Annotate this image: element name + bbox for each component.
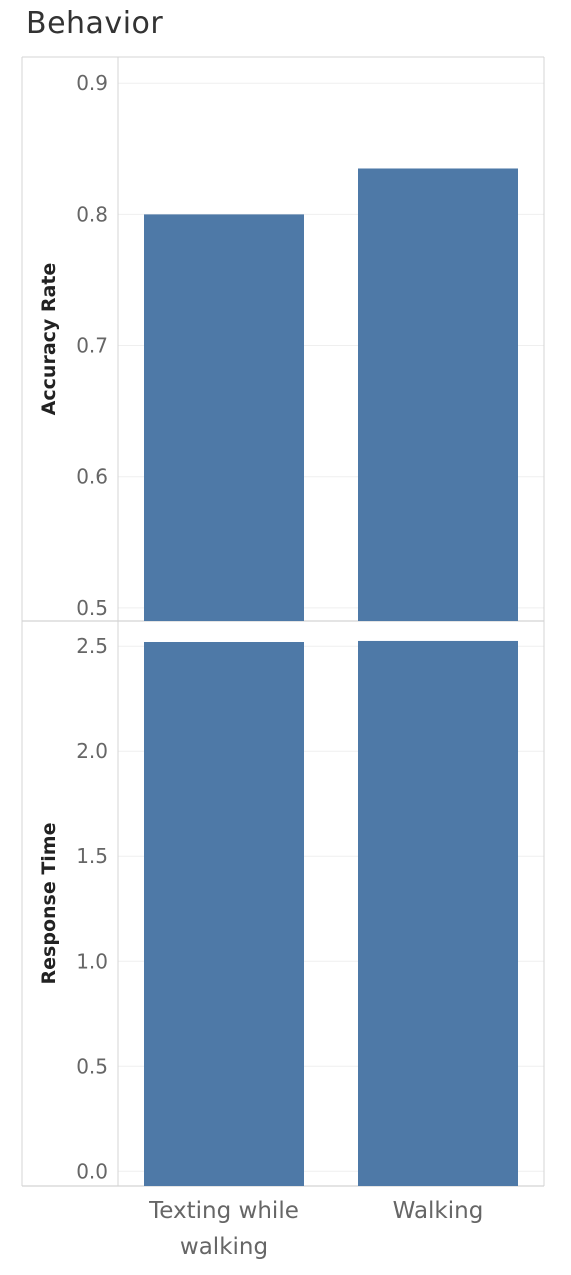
y-tick-label: 0.9 xyxy=(76,71,108,95)
bar xyxy=(144,642,304,1186)
y-tick-label: 0.5 xyxy=(76,596,108,620)
y-tick-label: 2.5 xyxy=(76,634,108,658)
y-tick-label: 0.5 xyxy=(76,1054,108,1078)
y-axis-label: Response Time xyxy=(38,823,60,985)
text-layer: 0.5 0.6 0.7 0.8 0.9 Accuracy Rate 0.0 0.5 1.0 1.5… xyxy=(38,71,483,1260)
bar xyxy=(144,214,304,621)
bar xyxy=(358,168,518,621)
bar xyxy=(358,640,518,1186)
y-tick-label: 0.7 xyxy=(76,334,108,358)
bar-layer xyxy=(144,168,518,1186)
chart-title: Behavior xyxy=(26,6,164,41)
y-tick-label: 0.8 xyxy=(76,202,108,226)
y-tick-label: 1.0 xyxy=(76,949,108,973)
y-tick-label: 2.0 xyxy=(76,739,108,763)
x-tick-label: walking xyxy=(180,1234,268,1260)
y-tick-label: 1.5 xyxy=(76,844,108,868)
y-axis-label: Accuracy Rate xyxy=(38,263,60,416)
x-tick-label: Walking xyxy=(393,1198,484,1224)
x-tick-label: Texting while xyxy=(148,1198,299,1224)
y-tick-label: 0.0 xyxy=(76,1159,108,1183)
y-tick-label: 0.6 xyxy=(76,465,108,489)
